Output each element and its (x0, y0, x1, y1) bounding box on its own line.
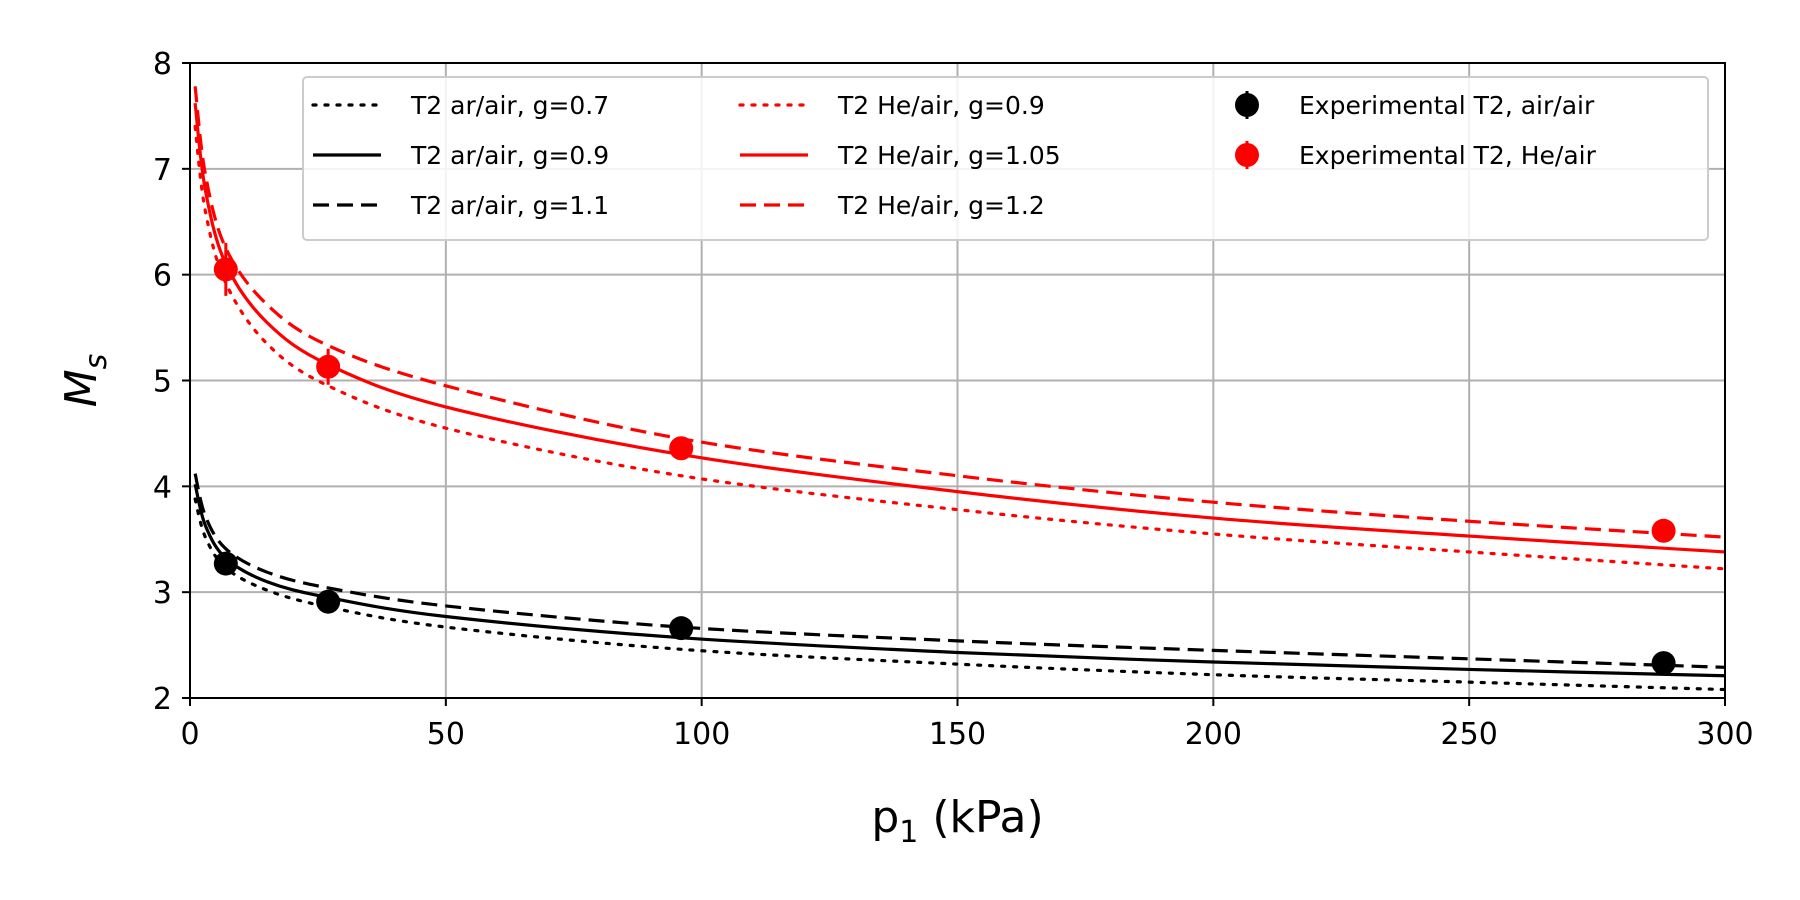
experimental-point-0 (1651, 651, 1676, 676)
legend-label-exp-1: Experimental T2, He/air (1299, 141, 1597, 170)
legend-label-5: T2 He/air, g=1.2 (837, 191, 1045, 220)
legend-label-3: T2 He/air, g=0.9 (837, 91, 1045, 120)
legend-label-0: T2 ar/air, g=0.7 (410, 91, 609, 120)
legend: T2 ar/air, g=0.7 T2 ar/air, g=0.9 T2 ar/ai… (302, 76, 1709, 241)
legend-label-4: T2 He/air, g=1.05 (837, 141, 1061, 170)
experimental-point-1 (316, 354, 341, 379)
y-tick-label: 8 (153, 47, 172, 82)
experimental-point-1 (669, 436, 694, 461)
experimental-point-0 (213, 551, 238, 576)
experimental-point-0 (316, 589, 341, 614)
series-line-0 (193, 497, 1727, 692)
y-tick-label: 7 (153, 153, 172, 188)
legend-label-1: T2 ar/air, g=0.9 (410, 141, 609, 170)
legend-marker-0 (1235, 93, 1259, 117)
x-tick-label: 100 (673, 717, 730, 752)
series-line-1 (193, 483, 1726, 678)
experimental-point-0 (669, 616, 694, 641)
axis-ticks: 0 50 100 150 200 250 300 2 3 4 5 6 7 8 (153, 47, 1754, 752)
x-tick-label: 150 (929, 717, 986, 752)
x-axis-label: p1 (kPa) (871, 792, 1043, 850)
x-tick-label: 200 (1185, 717, 1242, 752)
experimental-points (213, 242, 1676, 676)
x-tick-label: 300 (1696, 717, 1753, 752)
legend-label-2: T2 ar/air, g=1.1 (410, 191, 609, 220)
y-tick-label: 3 (153, 576, 172, 611)
y-tick-label: 4 (153, 470, 172, 505)
experimental-point-1 (213, 257, 238, 282)
legend-marker-1 (1235, 143, 1259, 167)
y-tick-label: 6 (153, 259, 172, 294)
y-axis-label: Ms (56, 354, 114, 408)
legend-box (302, 76, 1709, 241)
series-line-2 (193, 473, 1726, 669)
legend-label-exp-0: Experimental T2, air/air (1299, 91, 1595, 120)
experimental-point-1 (1651, 518, 1676, 543)
y-tick-label: 5 (153, 365, 172, 400)
y-tick-label: 2 (153, 682, 172, 717)
x-tick-label: 0 (180, 717, 199, 752)
series-line-3 (193, 124, 1727, 571)
x-tick-label: 50 (427, 717, 465, 752)
x-tick-label: 250 (1441, 717, 1498, 752)
